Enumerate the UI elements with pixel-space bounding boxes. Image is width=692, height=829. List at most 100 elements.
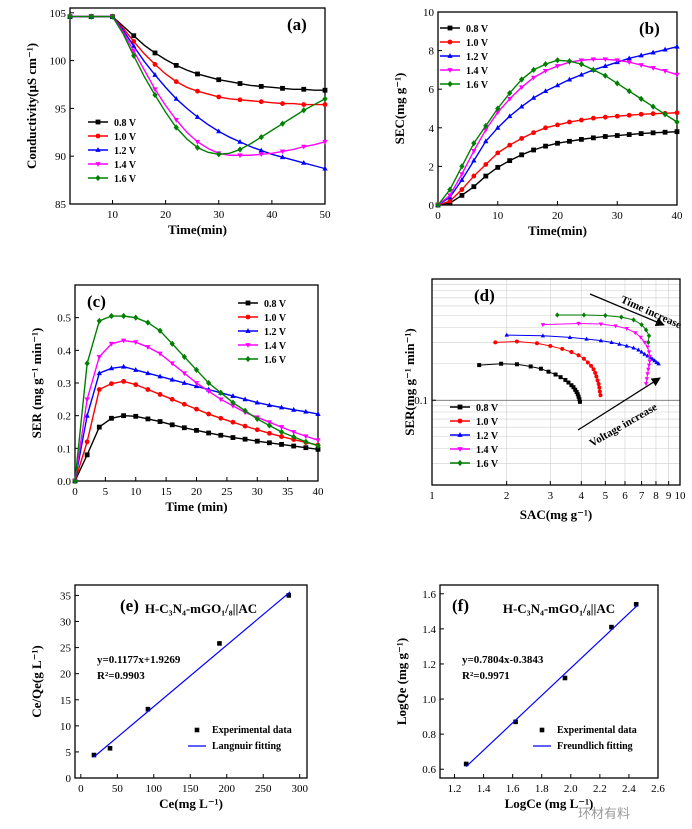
y-tick-label: 25 [60, 643, 72, 655]
data-point [591, 367, 596, 372]
watermark-text: 环材有料 [578, 807, 630, 822]
data-point [216, 151, 222, 158]
data-point [584, 336, 589, 341]
data-point [218, 389, 224, 396]
voltage-arrow [577, 377, 661, 431]
legend-swatch-marker [95, 174, 101, 182]
series-group [477, 312, 661, 404]
y-axis-title: LogQe (mg g⁻¹) [394, 638, 409, 725]
data-point [206, 389, 212, 395]
fit-line [93, 591, 291, 758]
data-point [173, 79, 179, 85]
data-point [578, 71, 585, 77]
data-point [435, 201, 441, 209]
x-tick-label: 30 [612, 210, 624, 222]
data-point [589, 363, 594, 368]
data-point [195, 88, 200, 94]
x-tick-label: 0 [78, 783, 84, 795]
data-point [542, 68, 549, 74]
data-point [152, 50, 158, 56]
data-point [152, 91, 158, 99]
data-point [624, 343, 629, 348]
data-point [650, 111, 656, 117]
data-point [643, 327, 649, 333]
data-point [145, 370, 151, 376]
fit-r-squared: R²=0.9971 [462, 670, 510, 682]
x-tick-label: 2 [504, 490, 510, 502]
legend-swatch-marker [447, 25, 453, 31]
data-point [315, 411, 321, 416]
data-point [643, 382, 649, 387]
data-point [286, 593, 292, 598]
data-point [483, 122, 489, 129]
y-tick-label: 10 [60, 721, 72, 733]
y-tick-label: 0.1 [414, 395, 428, 407]
data-point [96, 387, 102, 392]
data-point [590, 135, 596, 141]
data-point [483, 162, 489, 167]
data-point [674, 72, 680, 78]
x-axis-title: Time (min) [165, 499, 227, 514]
series-line [70, 15, 326, 156]
data-point [626, 60, 632, 66]
data-point [504, 332, 509, 337]
legend-swatch-marker [95, 162, 101, 167]
legend-entry: Langnuir fitting [212, 741, 281, 752]
data-point [633, 331, 638, 336]
data-point [590, 66, 596, 74]
panel-label: (b) [639, 19, 660, 38]
data-point [108, 312, 115, 320]
legend-entry: Experimental data [212, 725, 292, 736]
x-tick-label: 8 [653, 490, 659, 502]
data-point [322, 87, 328, 93]
data-point [84, 439, 90, 445]
y-tick-label: 0.3 [57, 378, 71, 390]
data-point [315, 438, 321, 444]
data-point [674, 110, 680, 116]
data-point [639, 322, 644, 328]
data-point [578, 58, 585, 64]
x-tick-label: 3 [548, 490, 554, 502]
time-increase-label: Time increase [619, 294, 684, 332]
data-point [84, 397, 90, 403]
x-tick-label: 6 [622, 490, 628, 502]
data-point [477, 363, 482, 368]
data-point [96, 370, 102, 376]
data-point [554, 57, 561, 64]
data-point [507, 158, 513, 164]
legend: 0.8 V 1.0 V 1.2 V 1.4 V 1.6 V [440, 24, 489, 91]
data-point [613, 324, 618, 329]
data-point [566, 380, 571, 385]
x-tick-label: 300 [291, 783, 308, 795]
x-tick-label: 100 [146, 783, 163, 795]
data-point [230, 393, 236, 398]
data-point [646, 367, 651, 372]
data-point [218, 397, 224, 403]
y-tick-label: 90 [55, 151, 67, 163]
data-point [145, 319, 151, 326]
data-point [84, 452, 90, 458]
data-point [495, 124, 501, 130]
data-point [528, 364, 533, 369]
x-tick-label: 10 [492, 210, 504, 222]
data-point [569, 349, 574, 354]
legend-entry: 1.6 V [114, 174, 137, 185]
data-point [280, 101, 285, 107]
data-point [267, 440, 272, 446]
legend: Experimental data Freundlich fitting [533, 725, 637, 752]
legend-swatch-marker [457, 418, 463, 424]
data-point [645, 372, 650, 377]
data-point [614, 113, 620, 119]
data-point [173, 124, 179, 131]
data-point [577, 397, 582, 402]
y-tick-label: 1.6 [422, 589, 436, 601]
data-point [471, 184, 477, 190]
data-point [107, 745, 113, 751]
data-point [145, 387, 151, 392]
data-point [131, 43, 137, 49]
data-point [96, 317, 102, 325]
data-point [531, 147, 536, 153]
data-point [646, 339, 651, 345]
y-tick-label: 20 [60, 669, 72, 681]
data-point [631, 345, 636, 350]
